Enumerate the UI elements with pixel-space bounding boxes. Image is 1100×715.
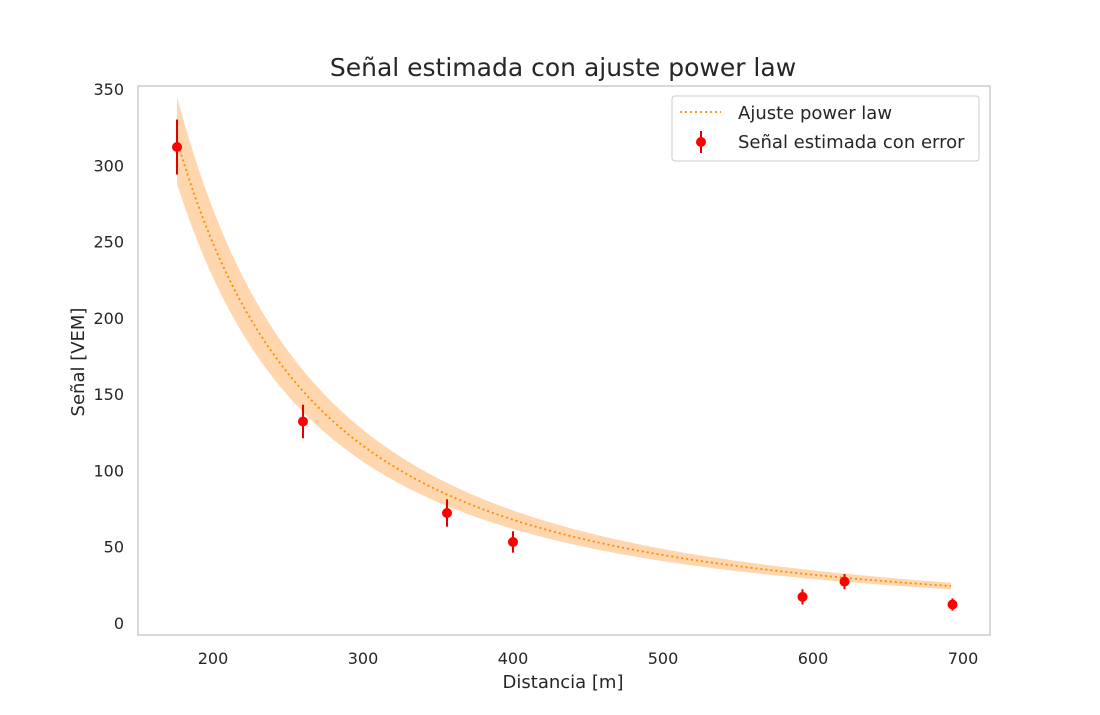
data-point bbox=[298, 416, 308, 427]
legend-point-swatch bbox=[696, 137, 706, 147]
data-point bbox=[442, 508, 452, 518]
axes-frame bbox=[137, 85, 991, 636]
y-tick-label: 100 bbox=[93, 461, 124, 480]
x-tick-label: 300 bbox=[348, 649, 379, 668]
y-tick-label: 50 bbox=[104, 538, 124, 557]
chart-title: Señal estimada con ajuste power law bbox=[330, 53, 796, 82]
legend-fit-label: Ajuste power law bbox=[738, 103, 892, 124]
x-tick-label: 200 bbox=[198, 649, 229, 668]
data-point bbox=[839, 576, 850, 587]
x-axis-label: Distancia [m] bbox=[503, 672, 624, 693]
legend-points-label: Señal estimada con error bbox=[738, 132, 965, 153]
fit-confidence-band bbox=[177, 96, 951, 590]
x-tick-label: 500 bbox=[648, 649, 679, 668]
data-point bbox=[508, 536, 518, 547]
data-points bbox=[172, 119, 958, 611]
legend: Ajuste power law Señal estimada con erro… bbox=[671, 95, 980, 162]
plot-area bbox=[137, 85, 991, 636]
y-axis-ticks: 0 50 100 150 200 250 300 350 bbox=[93, 80, 124, 633]
data-point bbox=[797, 591, 808, 602]
y-tick-label: 300 bbox=[93, 156, 124, 175]
data-point bbox=[172, 142, 182, 152]
y-tick-label: 200 bbox=[93, 309, 124, 328]
fit-line bbox=[176, 140, 952, 587]
y-tick-label: 0 bbox=[114, 614, 124, 633]
data-point bbox=[947, 599, 958, 610]
y-tick-label: 250 bbox=[93, 233, 124, 252]
y-tick-label: 150 bbox=[93, 385, 124, 404]
x-axis-ticks: 200 300 400 500 600 700 bbox=[198, 649, 979, 668]
y-tick-label: 350 bbox=[93, 80, 124, 99]
legend-box bbox=[671, 95, 980, 162]
x-tick-label: 400 bbox=[498, 649, 529, 668]
x-tick-label: 700 bbox=[948, 649, 979, 668]
x-tick-label: 600 bbox=[798, 649, 829, 668]
y-axis-label: Señal [VEM] bbox=[68, 308, 89, 417]
